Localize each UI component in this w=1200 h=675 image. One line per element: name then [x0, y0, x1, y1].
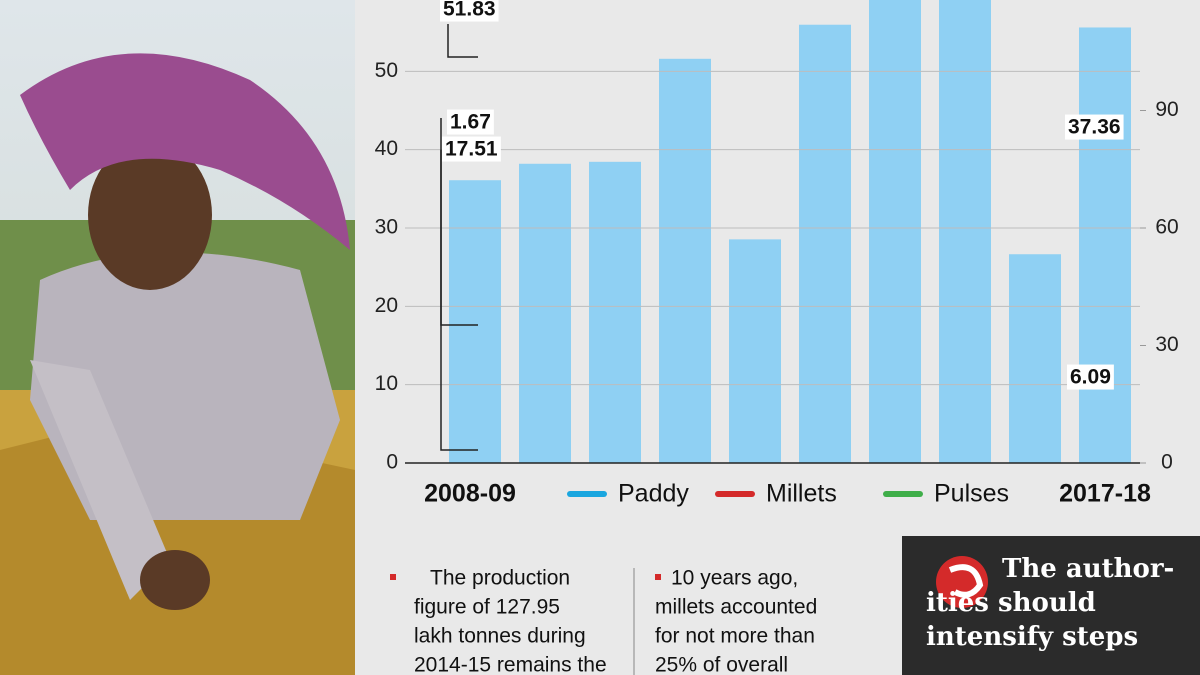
quote-text: The author- [1002, 554, 1174, 584]
y-tick-label: 30 [375, 216, 398, 239]
y2-tick-label: 60 [1155, 216, 1178, 239]
legend-label: Pulses [934, 480, 1009, 508]
data-label: 6.09 [1070, 366, 1111, 389]
y-tick-label: 40 [375, 137, 398, 160]
bar [449, 180, 501, 463]
turban [20, 53, 350, 251]
note-text: 10 years ago, [671, 567, 798, 590]
data-label: 51.83 [443, 0, 496, 21]
note-bullet [655, 574, 661, 580]
y-tick-label: 0 [386, 451, 398, 474]
y2-tick-label: 90 [1155, 98, 1178, 121]
data-label-bg [447, 109, 494, 135]
bar [869, 0, 921, 463]
y-tick-label: 10 [375, 372, 398, 395]
bar [519, 163, 571, 463]
note-text: figure of 127.95 [414, 596, 560, 619]
chart: 0 10 20 30 40 50 60 0 30 60 90 51.83 1.67 17.51 37.36 6… [375, 0, 1200, 675]
legend-label: Paddy [618, 480, 689, 508]
bar [1009, 254, 1061, 463]
bar [939, 0, 991, 463]
y-tick-label: 60 [375, 0, 398, 4]
data-label: 17.51 [445, 138, 498, 161]
leader-line [447, 24, 478, 58]
data-label: 37.36 [1068, 116, 1121, 139]
note-text: 2014-15 remains the [414, 654, 607, 675]
bar [729, 239, 781, 463]
data-label-bg [1067, 364, 1114, 390]
quote-text: intensify steps [926, 622, 1138, 652]
note-text: millets accounted [655, 596, 817, 619]
note-text: lakh tonnes during [414, 625, 586, 648]
y2-tick-label: 30 [1155, 333, 1178, 356]
note-text: The production [430, 567, 570, 590]
y-tick-label: 50 [375, 59, 398, 82]
legend-label: Millets [766, 480, 837, 508]
face [88, 140, 212, 290]
data-label-bg [440, 0, 499, 22]
note-text: 25% of overall [655, 654, 788, 675]
bar [799, 24, 851, 463]
x-tick-label: 2017-18 [1059, 480, 1151, 508]
data-label-bg [1065, 114, 1124, 140]
note-text: for not more than [655, 625, 815, 648]
bar [1079, 27, 1131, 463]
bar [589, 161, 641, 463]
x-tick-label: 2008-09 [424, 480, 516, 508]
data-label-bg [442, 136, 501, 162]
quote-text: ities should [926, 588, 1096, 618]
bar [659, 58, 711, 463]
hand [140, 550, 210, 610]
arm [30, 360, 170, 600]
y2-tick-label: 0 [1161, 451, 1173, 474]
photo [0, 0, 355, 675]
leader-line [440, 150, 478, 326]
note-bullet [390, 574, 396, 580]
y-tick-label: 20 [375, 294, 398, 317]
data-label: 1.67 [450, 111, 491, 134]
logo-mark [948, 564, 984, 598]
